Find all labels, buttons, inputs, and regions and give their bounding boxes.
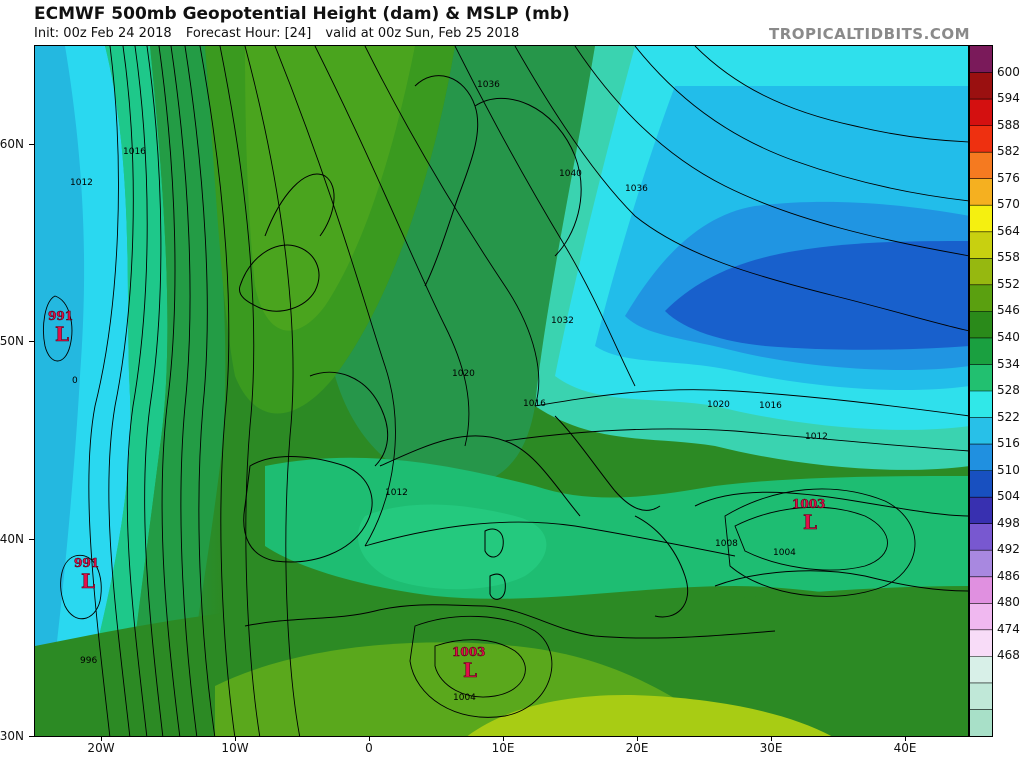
init-time: Init: 00z Feb 24 2018 bbox=[34, 26, 172, 41]
lon-label: 0 bbox=[365, 741, 373, 755]
colorbar-label: 582 bbox=[997, 144, 1020, 159]
colorbar-label: 474 bbox=[997, 621, 1020, 636]
colorbar-label: 552 bbox=[997, 276, 1020, 291]
map-canvas[interactable]: 1036 1040 1036 1016 1012 1032 1020 1016 … bbox=[34, 45, 969, 737]
lon-label: 10E bbox=[491, 741, 515, 755]
low-pressure-value: 991 bbox=[74, 556, 99, 570]
isobar-label: 1020 bbox=[707, 400, 730, 410]
colorbar-label: 510 bbox=[997, 462, 1020, 477]
isobar-label: 1012 bbox=[385, 488, 408, 498]
lon-label: 20E bbox=[625, 741, 649, 755]
colorbar-label: 486 bbox=[997, 568, 1020, 583]
isobar-label: 1012 bbox=[70, 178, 93, 188]
low-pressure-letter: L bbox=[81, 569, 95, 593]
isobar-label: 1008 bbox=[715, 539, 738, 549]
colorbar-swatch bbox=[970, 99, 992, 127]
colorbar-label: 528 bbox=[997, 383, 1020, 397]
colorbar-label: 468 bbox=[997, 648, 1020, 663]
lon-label: 40E bbox=[893, 741, 917, 755]
colorbar bbox=[969, 45, 993, 737]
colorbar-swatch bbox=[970, 46, 992, 74]
low-pressure-value: 1003 bbox=[452, 645, 485, 659]
map-title: ECMWF 500mb Geopotential Height (dam) & … bbox=[34, 4, 570, 24]
isobar-label: 996 bbox=[80, 656, 97, 666]
isobar-label: 1016 bbox=[523, 399, 546, 409]
isobar-label: 1040 bbox=[559, 169, 582, 179]
colorbar-label: 534 bbox=[997, 356, 1020, 371]
colorbar-label: 588 bbox=[997, 117, 1020, 132]
colorbar-label: 558 bbox=[997, 250, 1020, 265]
low-pressure-value: 991 bbox=[48, 309, 73, 323]
colorbar-label: 570 bbox=[997, 197, 1020, 212]
pressure-lows: 991 L 991 L 1003 L 1003 L bbox=[48, 309, 826, 683]
isobar-label: 1004 bbox=[453, 693, 476, 703]
lat-label: 60N bbox=[0, 137, 24, 151]
colorbar-label: 576 bbox=[997, 170, 1020, 185]
colorbar-swatch bbox=[970, 311, 992, 339]
colorbar-label: 594 bbox=[997, 91, 1020, 106]
colorbar-swatch bbox=[970, 497, 992, 525]
colorbar-label: 516 bbox=[997, 436, 1020, 451]
colorbar-swatch bbox=[970, 417, 992, 445]
colorbar-swatch bbox=[970, 72, 992, 100]
map-subtitle: Init: 00z Feb 24 2018 Forecast Hour: [24… bbox=[34, 26, 529, 41]
height-field-west-trough-inner bbox=[35, 46, 85, 736]
colorbar-swatch bbox=[970, 629, 992, 657]
low-pressure-letter: L bbox=[463, 658, 477, 682]
isobar-labels: 1036 1040 1036 1016 1012 1032 1020 1016 … bbox=[70, 80, 828, 703]
colorbar-label: 480 bbox=[997, 595, 1020, 610]
colorbar-swatch bbox=[970, 603, 992, 631]
site-brand: TROPICALTIDBITS.COM bbox=[769, 25, 970, 43]
colorbar-swatch bbox=[970, 364, 992, 392]
colorbar-swatch bbox=[970, 231, 992, 259]
isobar-label: 1036 bbox=[625, 184, 648, 194]
isobar-label: 1020 bbox=[452, 369, 475, 379]
isobar-label: 0 bbox=[72, 376, 78, 386]
low-pressure-letter: L bbox=[803, 510, 817, 534]
colorbar-swatch bbox=[970, 178, 992, 206]
isobar-label: 1036 bbox=[477, 80, 500, 90]
forecast-hour: Forecast Hour: [24] bbox=[185, 26, 312, 41]
isobar-label: 1004 bbox=[773, 548, 796, 558]
valid-time: valid at 00z Sun, Feb 25 2018 bbox=[325, 26, 520, 41]
isobar-label: 1012 bbox=[805, 432, 828, 442]
low-pressure-letter: L bbox=[55, 322, 69, 346]
colorbar-label: 546 bbox=[997, 303, 1020, 318]
colorbar-swatch bbox=[970, 205, 992, 233]
low-pressure-value: 1003 bbox=[792, 497, 825, 511]
colorbar-swatch bbox=[970, 337, 992, 366]
colorbar-label: 498 bbox=[997, 515, 1020, 530]
isobars bbox=[43, 46, 968, 736]
lat-label: 50N bbox=[0, 334, 24, 348]
lon-label: 20W bbox=[87, 741, 115, 755]
lat-label: 30N bbox=[0, 729, 24, 743]
colorbar-swatch bbox=[970, 258, 992, 286]
isobar-label: 1032 bbox=[551, 316, 574, 326]
colorbar-label: 522 bbox=[997, 409, 1020, 424]
colorbar-label: 540 bbox=[997, 329, 1020, 344]
isobar-label: 1016 bbox=[123, 147, 146, 157]
colorbar-swatch bbox=[970, 444, 992, 472]
colorbar-swatch bbox=[970, 709, 992, 737]
colorbar-label: 564 bbox=[997, 223, 1020, 238]
isobar-label: 1016 bbox=[759, 401, 782, 411]
colorbar-swatch bbox=[970, 576, 992, 604]
colorbar-swatch bbox=[970, 523, 992, 551]
lon-label: 10W bbox=[221, 741, 249, 755]
colorbar-label: 600 bbox=[997, 64, 1020, 79]
colorbar-swatch bbox=[970, 152, 992, 180]
lat-label: 40N bbox=[0, 532, 24, 546]
colorbar-swatch bbox=[970, 682, 992, 711]
colorbar-label: 492 bbox=[997, 542, 1020, 557]
lon-label: 30E bbox=[759, 741, 783, 755]
colorbar-swatch bbox=[970, 470, 992, 498]
colorbar-label: 504 bbox=[997, 489, 1020, 504]
colorbar-swatch bbox=[970, 656, 992, 684]
colorbar-swatch bbox=[970, 284, 992, 312]
colorbar-swatch bbox=[970, 125, 992, 153]
colorbar-swatch bbox=[970, 391, 992, 419]
colorbar-swatch bbox=[970, 550, 992, 578]
